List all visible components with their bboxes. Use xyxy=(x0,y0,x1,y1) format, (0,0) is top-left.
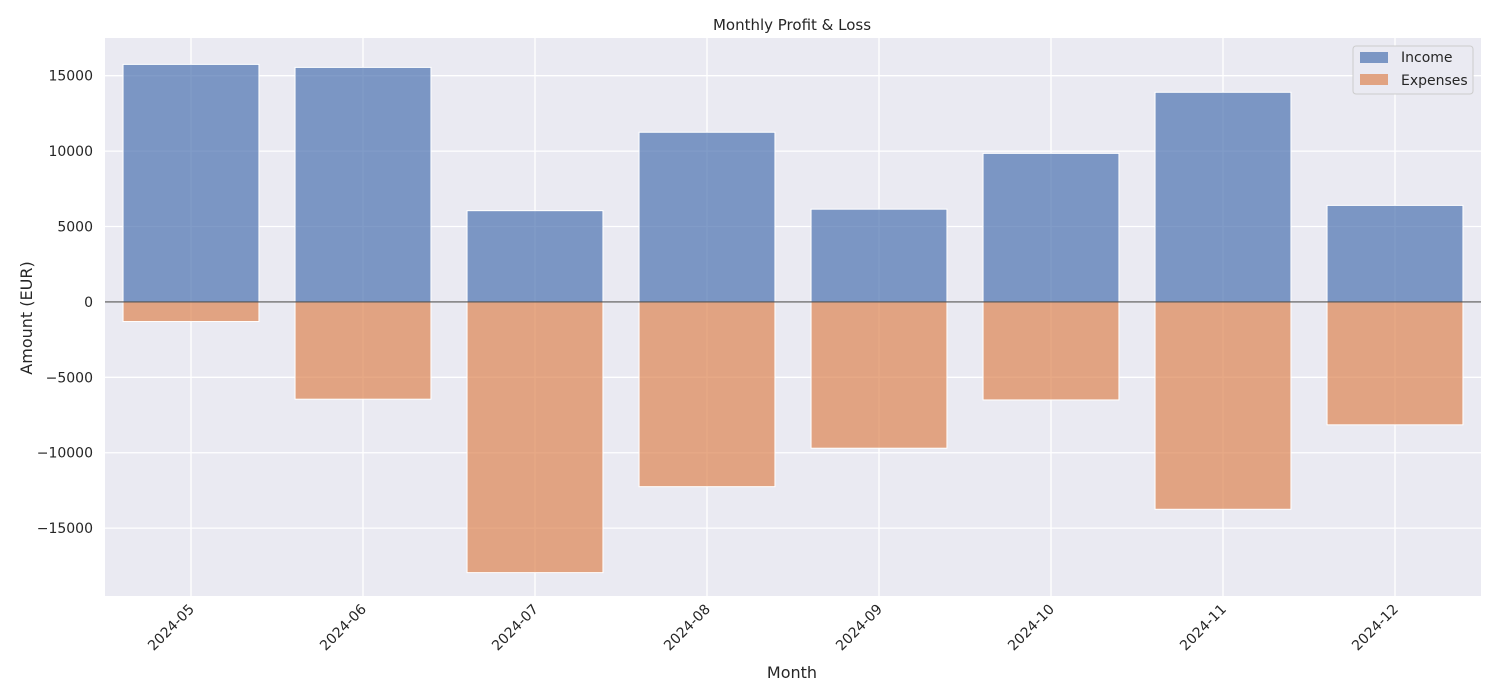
bar-income-2024-09 xyxy=(810,208,948,303)
y-tick-label: 0 xyxy=(84,295,93,311)
bar-income-2024-11 xyxy=(1154,91,1292,303)
bar-income-2024-10 xyxy=(982,152,1120,303)
legend: Income Expenses xyxy=(1352,45,1474,95)
legend-swatch-expenses xyxy=(1360,74,1388,85)
y-tick-label: −15000 xyxy=(37,521,93,537)
chart-title: Monthly Profit & Loss xyxy=(713,16,871,34)
y-tick-label: 15000 xyxy=(48,69,93,85)
x-tick-labels: 2024-05 2024-06 2024-07 2024-08 2024-09 2024-… xyxy=(145,601,1402,654)
x-tick-label: 2024-09 xyxy=(833,602,886,655)
x-tick-label: 2024-06 xyxy=(317,601,370,654)
legend-swatch-income xyxy=(1360,52,1388,63)
y-tick-label: 5000 xyxy=(57,220,93,236)
x-tick-label: 2024-12 xyxy=(1349,602,1402,655)
x-tick-label: 2024-08 xyxy=(661,602,714,655)
bar-expenses-2024-06 xyxy=(294,301,432,400)
bar-income-2024-06 xyxy=(294,66,432,303)
bars xyxy=(122,63,1464,574)
y-tick-label: 10000 xyxy=(48,144,93,160)
x-tick-label: 2024-11 xyxy=(1177,602,1230,655)
bar-income-2024-12 xyxy=(1326,204,1464,303)
x-axis-label: Month xyxy=(767,663,817,682)
bar-expenses-2024-09 xyxy=(810,301,948,449)
bar-expenses-2024-12 xyxy=(1326,301,1464,426)
y-tick-labels: −15000 −10000 −5000 0 5000 10000 15000 xyxy=(37,69,93,537)
x-tick-label: 2024-05 xyxy=(145,602,198,655)
x-tick-label: 2024-07 xyxy=(489,602,542,655)
y-axis-label: Amount (EUR) xyxy=(17,261,36,374)
bar-expenses-2024-11 xyxy=(1154,301,1292,510)
bar-expenses-2024-08 xyxy=(638,301,776,488)
bar-income-2024-05 xyxy=(122,63,260,303)
y-tick-label: −10000 xyxy=(37,446,93,462)
bar-expenses-2024-07 xyxy=(466,301,604,574)
bar-income-2024-07 xyxy=(466,210,604,303)
y-tick-label: −5000 xyxy=(46,370,93,386)
bar-income-2024-08 xyxy=(638,131,776,303)
bar-expenses-2024-10 xyxy=(982,301,1120,401)
x-tick-label: 2024-10 xyxy=(1005,602,1058,655)
legend-label-income: Income xyxy=(1401,50,1453,66)
bar-expenses-2024-05 xyxy=(122,301,260,323)
legend-label-expenses: Expenses xyxy=(1401,73,1468,89)
